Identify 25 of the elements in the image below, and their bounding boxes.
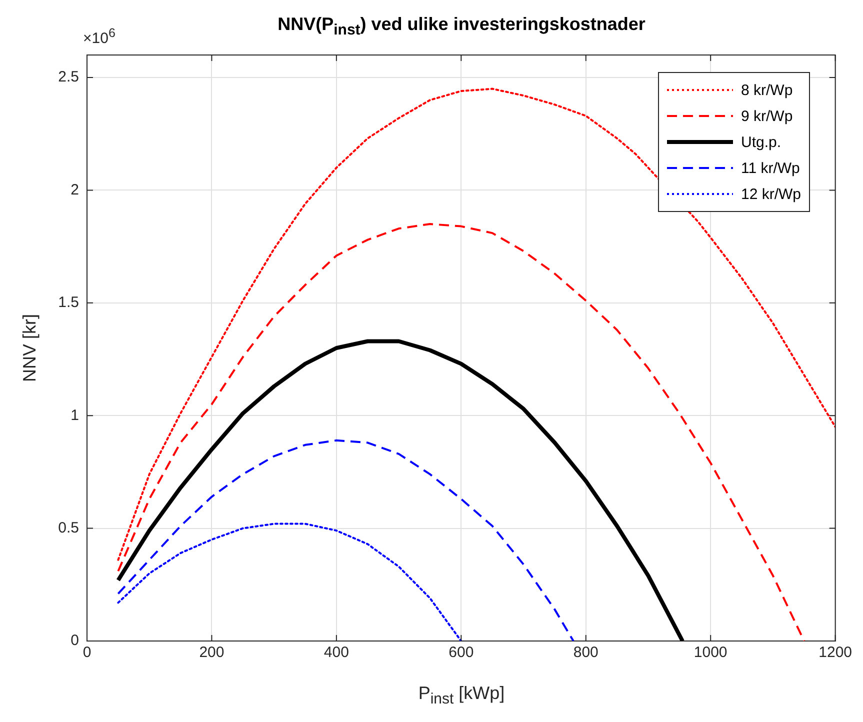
y-tick-label: 0 bbox=[70, 632, 79, 650]
x-tick-label: 1000 bbox=[694, 644, 728, 662]
y-tick-label: 0.5 bbox=[58, 519, 79, 536]
y-tick-label: 1 bbox=[70, 406, 79, 424]
x-tick-label: 1200 bbox=[818, 644, 852, 662]
legend-label: 12 kr/Wp bbox=[740, 186, 801, 202]
x-tick-label: 200 bbox=[199, 644, 224, 662]
chart-title: NNV(P$_{inst}$) ved ulike investeringskostnader bbox=[278, 14, 646, 39]
legend-label: 11 kr/Wp bbox=[740, 160, 800, 176]
legend-label: 8 kr/Wp bbox=[740, 82, 793, 98]
legend-label: Utg.p. bbox=[740, 134, 782, 150]
y-tick-label: 2 bbox=[70, 181, 79, 198]
line-series bbox=[117, 223, 806, 641]
x-tick-label: 400 bbox=[324, 644, 349, 662]
x-tick-label: 800 bbox=[573, 644, 598, 662]
line-series bbox=[117, 522, 462, 641]
y-axis-title: NNV [kr] bbox=[20, 314, 40, 382]
legend-label: 9 kr/Wp bbox=[740, 108, 793, 124]
y-tick-label: 1.5 bbox=[58, 294, 79, 312]
x-axis-title: P$_{inst}$ [kWp] bbox=[417, 683, 506, 708]
text: ×10$^{6}$ bbox=[83, 26, 116, 47]
y-tick-label: 2.5 bbox=[58, 68, 79, 86]
x-tick-label: 600 bbox=[448, 644, 474, 662]
line-series bbox=[117, 439, 574, 641]
x-tick-label: 0 bbox=[82, 644, 92, 662]
